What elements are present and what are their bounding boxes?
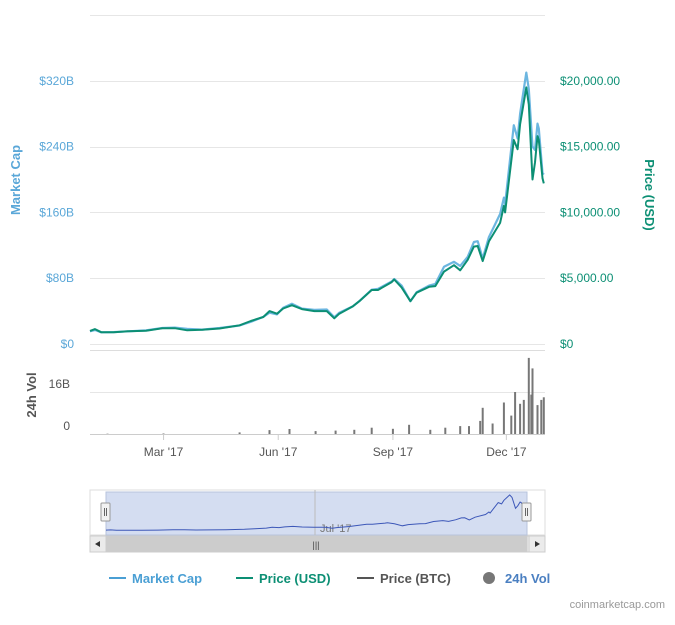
left-tick-label: $160B — [39, 205, 74, 219]
legend-item[interactable]: Price (USD) — [236, 571, 331, 586]
legend-label: 24h Vol — [505, 571, 550, 586]
legend-item[interactable]: Market Cap — [109, 571, 202, 586]
volume-bar[interactable] — [522, 399, 525, 434]
volume-bar[interactable] — [459, 426, 462, 434]
volume-bar[interactable] — [540, 399, 543, 434]
volume-tick-label: 0 — [63, 419, 70, 433]
volume-bar[interactable] — [370, 427, 373, 434]
volume-bar[interactable] — [408, 424, 411, 434]
left-tick-label: $240B — [39, 140, 74, 154]
right-axis-title: Price (USD) — [642, 159, 657, 231]
volume-bar[interactable] — [530, 394, 533, 434]
volume-tick-label: 16B — [49, 377, 70, 391]
left-axis-title: Market Cap — [8, 145, 23, 215]
volume-bar[interactable] — [162, 433, 165, 435]
volume-bar[interactable] — [479, 420, 482, 434]
volume-bar[interactable] — [481, 407, 484, 435]
x-tick-label: Mar '17 — [144, 445, 184, 459]
volume-bar[interactable] — [531, 368, 534, 434]
navigator-series-line — [105, 494, 527, 531]
right-tick-label: $0 — [560, 337, 574, 351]
navigator-selected-range[interactable] — [105, 491, 528, 536]
volume-bar[interactable] — [391, 428, 394, 435]
right-tick-label: $10,000.00 — [560, 205, 620, 219]
navigator-label: Jul '17 — [320, 523, 351, 535]
scroll-left-button[interactable] — [89, 535, 107, 553]
caret-left-icon — [95, 541, 100, 547]
volume-axis-ticks: 0 16B — [49, 377, 71, 433]
volume-bar[interactable] — [491, 423, 494, 435]
legend-item[interactable]: Price (BTC) — [357, 571, 451, 586]
market-cap-line[interactable] — [89, 71, 545, 334]
volume-bar[interactable] — [268, 430, 271, 434]
volume-bar[interactable] — [238, 432, 241, 434]
left-tick-label: $320B — [39, 74, 74, 88]
scroll-right-button[interactable] — [528, 535, 546, 553]
right-tick-label: $15,000.00 — [560, 140, 620, 154]
chart-legend[interactable]: Market Cap Price (USD) Price (BTC) 24h Vol — [109, 571, 550, 586]
volume-bar[interactable] — [353, 429, 356, 434]
x-tick-label: Dec '17 — [486, 445, 527, 459]
volume-bar[interactable] — [514, 392, 517, 434]
right-tick-label: $20,000.00 — [560, 74, 620, 88]
volume-bar[interactable] — [502, 402, 505, 435]
legend-label: Price (USD) — [259, 571, 331, 586]
navigator-scrollbar-grip[interactable]: ||| — [312, 540, 319, 550]
left-tick-label: $0 — [61, 337, 75, 351]
right-axis-ticks: $0 $5,000.00 $10,000.00 $15,000.00 $20,000.0… — [560, 74, 620, 351]
volume-bar[interactable] — [468, 426, 470, 434]
volume-bar[interactable] — [536, 405, 539, 434]
right-tick-label: $5,000.00 — [560, 271, 614, 285]
legend-label: Market Cap — [132, 571, 202, 586]
volume-bar[interactable] — [542, 397, 545, 435]
x-tick-label: Jun '17 — [259, 445, 298, 459]
navigator-right-handle[interactable] — [521, 502, 532, 522]
main-plot-area[interactable] — [89, 71, 545, 334]
source-credit: coinmarketcap.com — [570, 599, 665, 611]
range-navigator[interactable]: Jul '17 ||| — [89, 489, 546, 553]
main-grid — [90, 15, 545, 345]
left-tick-label: $80B — [46, 271, 74, 285]
volume-bar[interactable] — [314, 431, 317, 434]
volume-axis-title: 24h Vol — [24, 372, 39, 417]
volume-bar[interactable] — [288, 429, 291, 434]
volume-bar[interactable] — [334, 430, 337, 434]
volume-bar[interactable] — [510, 415, 513, 434]
left-axis-ticks: $0 $80B $160B $240B $320B — [39, 74, 74, 351]
volume-bars[interactable] — [106, 357, 545, 435]
volume-bar[interactable] — [106, 433, 109, 435]
volume-bar[interactable] — [429, 429, 432, 434]
volume-bar[interactable] — [519, 403, 522, 434]
navigator-left-handle[interactable] — [100, 502, 111, 522]
volume-grid — [90, 350, 545, 435]
caret-right-icon — [535, 541, 540, 547]
volume-bar[interactable] — [527, 357, 530, 434]
x-tick-label: Sep '17 — [373, 445, 414, 459]
price-usd-line[interactable] — [89, 86, 545, 334]
legend-circle-icon — [483, 572, 495, 584]
legend-label: Price (BTC) — [380, 571, 451, 586]
legend-item[interactable]: 24h Vol — [483, 571, 550, 586]
x-axis-ticks: Mar '17 Jun '17 Sep '17 Dec '17 — [90, 434, 545, 459]
volume-bar[interactable] — [444, 427, 447, 434]
